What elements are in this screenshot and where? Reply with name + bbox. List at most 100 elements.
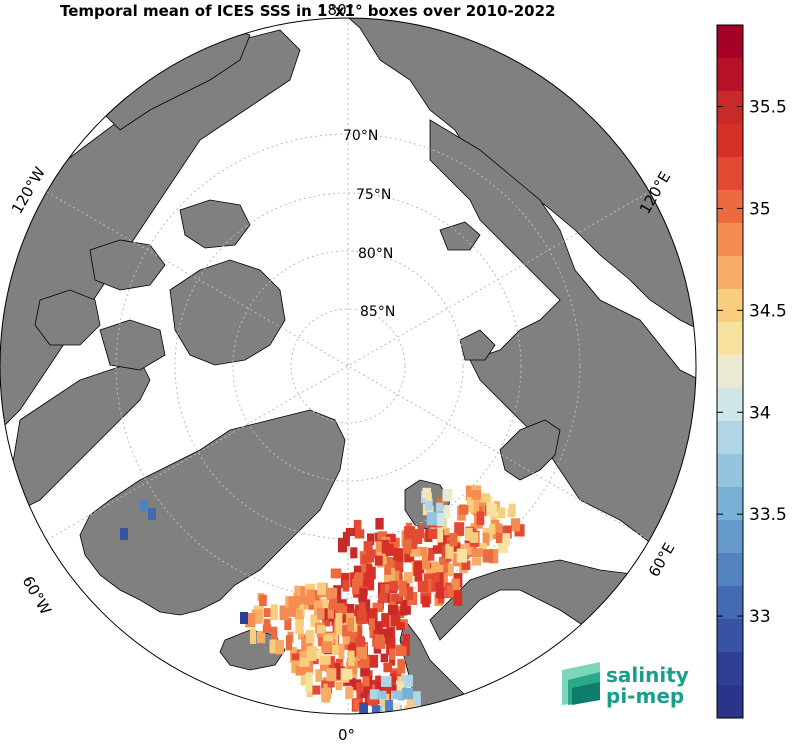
salinity-cell <box>348 650 355 666</box>
salinity-cell <box>375 622 383 631</box>
salinity-cell <box>249 628 257 644</box>
meridian-120 <box>46 191 650 541</box>
land-severnaya <box>459 329 496 361</box>
salinity-cell <box>417 525 425 539</box>
colorbar-tick-label: 34.5 <box>749 301 787 321</box>
salinity-cell <box>404 705 414 714</box>
salinity-cell <box>335 612 343 626</box>
land-novaya-zemlya <box>499 419 561 481</box>
salinity-cell <box>298 596 308 605</box>
salinity-cell <box>383 662 392 673</box>
salinity-cell <box>342 624 353 638</box>
salinity-cell <box>264 608 274 617</box>
salinity-cell <box>358 588 368 603</box>
salinity-cell <box>335 603 345 613</box>
salinity-cell <box>358 600 366 611</box>
salinity-cell <box>327 677 335 688</box>
salinity-cell <box>414 569 423 582</box>
salinity-cell <box>486 503 497 517</box>
salinity-cell <box>385 583 393 593</box>
salinity-cell <box>409 548 421 557</box>
salinity-cell <box>404 572 413 584</box>
salinity-cell <box>355 604 362 617</box>
land-archipelago-1 <box>89 239 166 291</box>
salinity-cell <box>300 657 310 667</box>
salinity-cell <box>298 586 306 597</box>
salinity-cell <box>336 623 346 636</box>
lon-label-180: 180° <box>318 1 354 19</box>
salinity-cell <box>497 507 506 519</box>
colorbar-swatch <box>717 355 743 389</box>
salinity-cell <box>353 565 365 578</box>
salinity-cell <box>287 608 297 617</box>
colorbar-swatch <box>717 388 743 422</box>
salinity-cell <box>465 485 473 501</box>
salinity-cell <box>482 532 490 546</box>
salinity-cell <box>417 546 428 556</box>
salinity-cell <box>245 613 256 628</box>
salinity-cell <box>307 646 317 661</box>
salinity-cell <box>337 537 347 553</box>
salinity-cell <box>291 653 300 666</box>
salinity-cell <box>363 541 373 553</box>
salinity-cell <box>386 637 396 654</box>
colorbar-swatch <box>717 586 743 620</box>
colorbar-tick-label: 33 <box>749 607 771 627</box>
salinity-cell <box>357 610 367 624</box>
salinity-cell <box>347 617 354 632</box>
salinity-cell <box>489 523 496 535</box>
salinity-cell <box>294 585 301 596</box>
salinity-cell <box>335 666 346 680</box>
salinity-cell <box>428 528 438 539</box>
salinity-cell <box>251 609 263 624</box>
salinity-cell <box>402 687 414 700</box>
lon-label-60w: 60°W <box>19 573 55 618</box>
salinity-cell <box>402 674 413 687</box>
colorbar-tick-label: 35.5 <box>749 98 787 118</box>
salinity-cell <box>502 533 511 546</box>
salinity-cell <box>356 692 363 704</box>
salinity-cell <box>330 568 342 579</box>
salinity-cell <box>476 511 485 526</box>
lat-label-75: 75°N <box>356 187 391 203</box>
salinity-cell <box>374 555 383 566</box>
salinity-cell <box>451 578 460 592</box>
salinity-cell <box>312 685 321 695</box>
salinity-cell <box>338 643 345 660</box>
salinity-cell <box>447 585 454 598</box>
salinity-cell <box>427 579 435 593</box>
salinity-cell <box>402 634 410 647</box>
lat-circle-80 <box>232 250 464 482</box>
salinity-cell <box>342 636 350 645</box>
salinity-cell <box>294 609 303 620</box>
salinity-cell <box>432 573 440 583</box>
salinity-cell <box>359 656 370 669</box>
land-archipelago-2 <box>179 199 251 249</box>
colorbar-swatch <box>717 91 743 125</box>
salinity-cell <box>447 563 454 577</box>
salinity-cell <box>354 529 365 539</box>
lat-circle-85 <box>290 308 406 424</box>
salinity-cell <box>317 607 325 620</box>
salinity-cell <box>360 703 368 714</box>
salinity-cell <box>317 582 326 595</box>
salinity-cell <box>442 488 453 502</box>
colorbar-swatch <box>717 487 743 521</box>
salinity-cell <box>288 596 299 609</box>
salinity-cell <box>396 622 405 631</box>
colorbar-swatch <box>717 421 743 455</box>
land-ellesmere <box>169 259 286 366</box>
salinity-cell <box>315 669 323 682</box>
salinity-cell <box>363 572 373 587</box>
salinity-cell <box>295 619 304 634</box>
salinity-cell <box>345 686 354 699</box>
salinity-cell <box>436 502 444 511</box>
salinity-cell <box>412 691 421 706</box>
salinity-cell <box>377 690 387 699</box>
salinity-cell <box>397 658 406 674</box>
salinity-cell <box>465 543 473 555</box>
salinity-cell <box>345 527 356 537</box>
salinity-cell <box>375 541 386 557</box>
salinity-cell <box>297 630 304 640</box>
salinity-cell <box>327 603 334 619</box>
